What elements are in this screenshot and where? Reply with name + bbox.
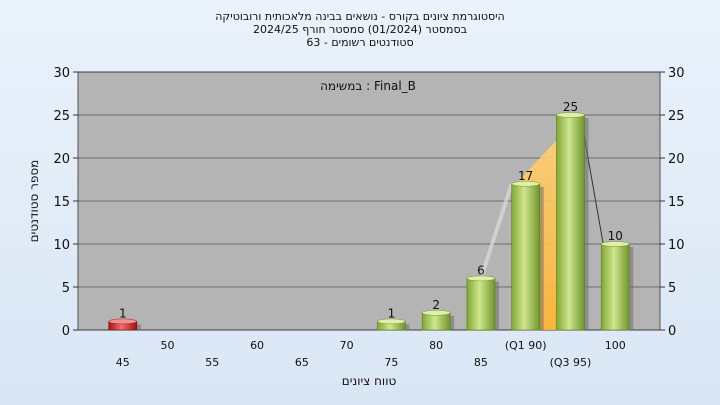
bar-top [601,241,630,247]
y-tick-label-left: 20 [53,152,70,167]
x-axis-title: טווח ציונים [342,374,397,388]
y-tick-label-right: 20 [668,152,685,167]
bar-85 [466,278,496,331]
bar-top [511,181,540,187]
data-label-45: 1 [119,306,127,320]
data-label-80: 2 [432,298,440,312]
x-tick-label-55: 55 [205,356,219,369]
enrolled-count: סטודנטים רשומים - 63 [306,36,414,49]
y-tick-label-left: 30 [53,66,70,81]
x-tick-label-75: 75 [384,356,398,369]
bar-top [466,275,496,282]
x-tick-label-65: 65 [295,356,309,369]
chart-subtitle: בסמסטר (01/2024) סמסטר חורף 2024/25 [253,23,467,36]
y-axis-title: מספר סטודנטים [27,160,41,243]
bar-top [108,318,137,325]
bar-top [556,112,585,118]
x-tick-label-95: (Q3 95) [550,356,592,369]
band-connector-left [479,183,514,280]
bar-95 [556,114,585,331]
x-tick-label-50: 50 [161,339,175,352]
bar-top [377,318,406,325]
x-tick-label-45: 45 [116,356,130,369]
chart-title: היסטוגרמת ציונים בקורס - נושאים בבינה מל… [215,10,505,23]
y-tick-label-right: 0 [668,324,676,339]
x-tick-label-60: 60 [250,339,264,352]
y-tick-label-right: 5 [668,281,676,296]
y-tick-label-left: 25 [53,109,70,124]
data-label-90: 17 [518,169,533,183]
x-tick-label-100: 100 [605,339,626,352]
x-tick-label-90: (Q1 90) [505,339,547,352]
bar-90 [511,183,540,331]
x-tick-label-80: 80 [429,339,443,352]
bar-100 [600,243,630,331]
data-label-100: 10 [608,229,623,243]
y-tick-label-left: 10 [53,238,70,253]
y-tick-label-right: 10 [668,238,685,253]
x-tick-label-70: 70 [340,339,354,352]
x-tick-label-85: 85 [474,356,488,369]
y-tick-label-right: 25 [668,109,685,124]
y-tick-label-right: 30 [668,66,685,81]
data-label-75: 1 [388,306,396,320]
y-tick-label-left: 15 [53,195,70,210]
data-label-95: 25 [563,100,578,114]
y-tick-label-left: 5 [62,281,70,296]
chart-annotation: במשימה : Final_B [320,79,416,93]
bar-top [421,310,451,316]
y-tick-label-right: 15 [668,195,685,210]
y-tick-label-left: 0 [62,324,70,339]
data-label-85: 6 [477,263,485,277]
